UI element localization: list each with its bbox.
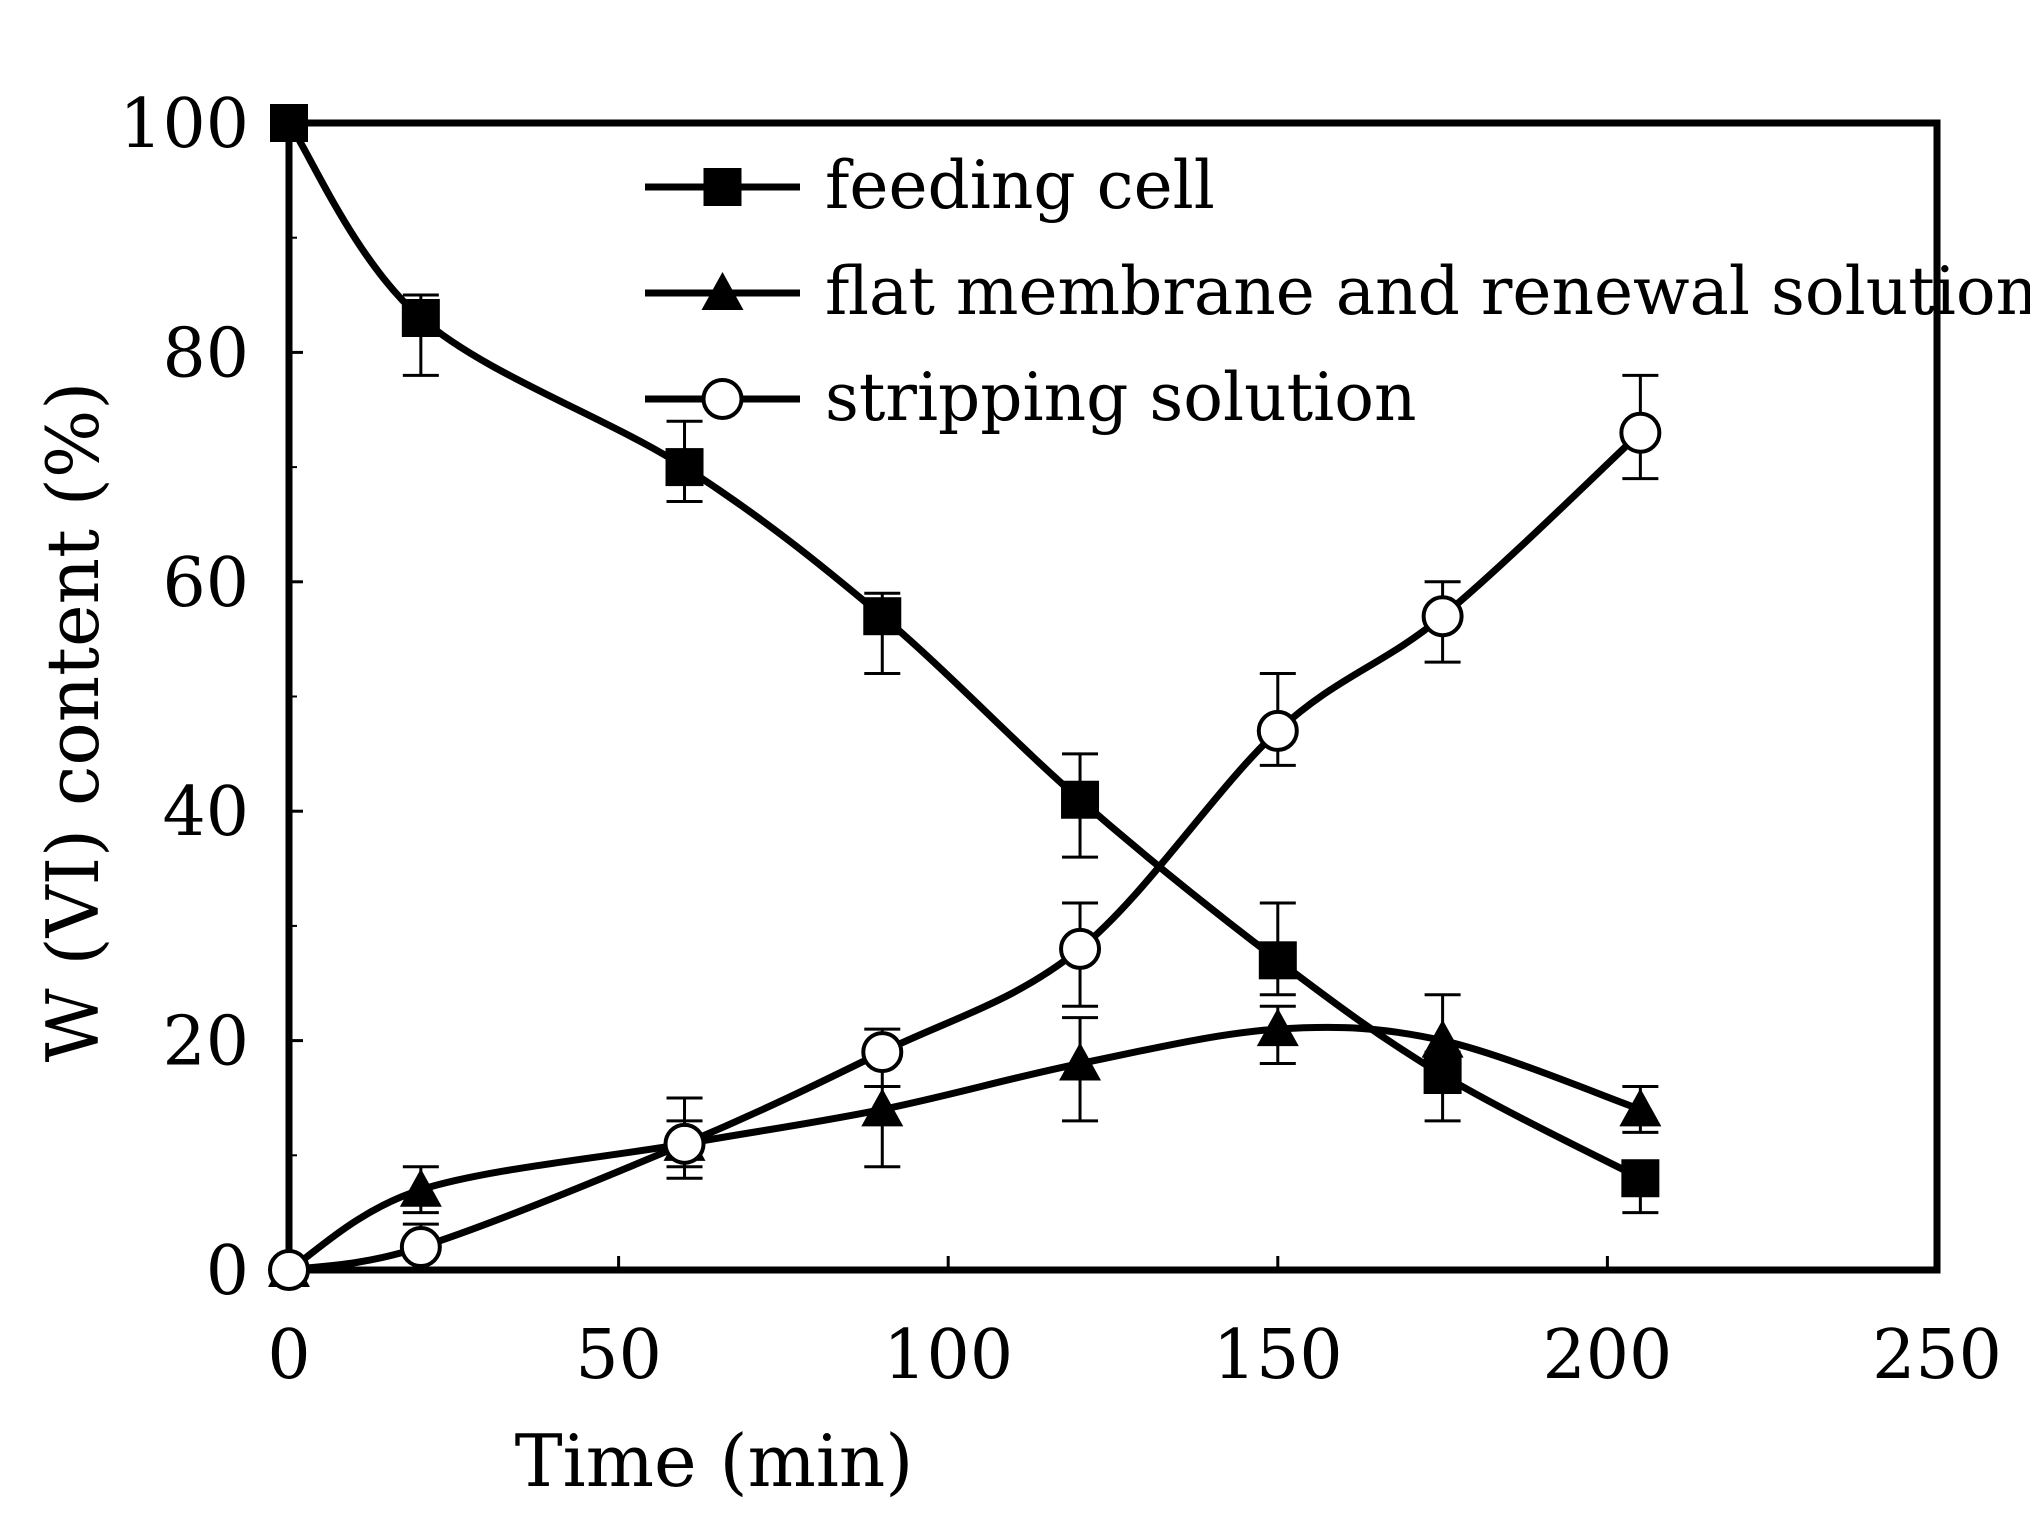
x-axis-label: Time (min) <box>515 1419 914 1503</box>
legend-marker <box>701 272 744 310</box>
data-point <box>663 1122 706 1165</box>
series-line-1 <box>287 1023 1642 1273</box>
x-tick-label: 100 <box>883 1316 1013 1395</box>
x-tick-label: 250 <box>1872 1316 2002 1395</box>
legend: feeding cell flat membrane and renewal so… <box>645 147 2030 436</box>
data-point <box>1059 1042 1102 1081</box>
y-tick-label: 80 <box>162 314 249 393</box>
data-point <box>401 298 440 337</box>
x-tick-label: 200 <box>1543 1316 1673 1395</box>
data-point <box>1256 1008 1299 1047</box>
y-axis-label: W (VI) content (%) <box>31 382 115 1063</box>
y-tick-label: 40 <box>162 773 249 852</box>
data-point <box>665 448 704 487</box>
data-point <box>1619 411 1662 454</box>
axes: 0 50 100 150 200 250 0 20 40 60 80 100 <box>119 85 2002 1395</box>
data-point <box>399 1226 442 1269</box>
data-point <box>268 1249 310 1291</box>
y-tick-label: 20 <box>162 1003 249 1082</box>
legend-marker <box>703 168 742 206</box>
y-tick-label: 60 <box>162 544 249 623</box>
legend-label: feeding cell <box>825 147 1215 224</box>
data-point <box>1059 927 1102 970</box>
series-line-2 <box>288 430 1643 1274</box>
data-point <box>1061 780 1100 819</box>
x-tick-label: 150 <box>1213 1316 1343 1395</box>
data-markers <box>268 104 1662 1291</box>
series-line-0 <box>286 121 1642 1182</box>
data-point <box>270 104 308 142</box>
data-point <box>861 1031 904 1074</box>
x-tick-label: 0 <box>267 1316 310 1395</box>
data-point <box>1258 941 1297 980</box>
y-tick-label: 100 <box>119 85 249 164</box>
data-point <box>1421 595 1464 638</box>
legend-label: flat membrane and renewal solution <box>825 253 2030 330</box>
data-point <box>1421 1019 1464 1058</box>
x-tick-label: 50 <box>575 1316 662 1395</box>
data-point <box>1256 709 1299 752</box>
data-point <box>399 1168 442 1207</box>
data-point <box>861 1088 904 1127</box>
data-point <box>1423 1056 1462 1095</box>
data-point <box>863 597 902 636</box>
data-point <box>1619 1088 1662 1127</box>
legend-label: stripping solution <box>825 359 1417 436</box>
y-tick-label: 0 <box>206 1232 249 1311</box>
data-point <box>1621 1159 1660 1198</box>
error-bars <box>402 293 1659 1272</box>
legend-marker <box>701 378 744 420</box>
